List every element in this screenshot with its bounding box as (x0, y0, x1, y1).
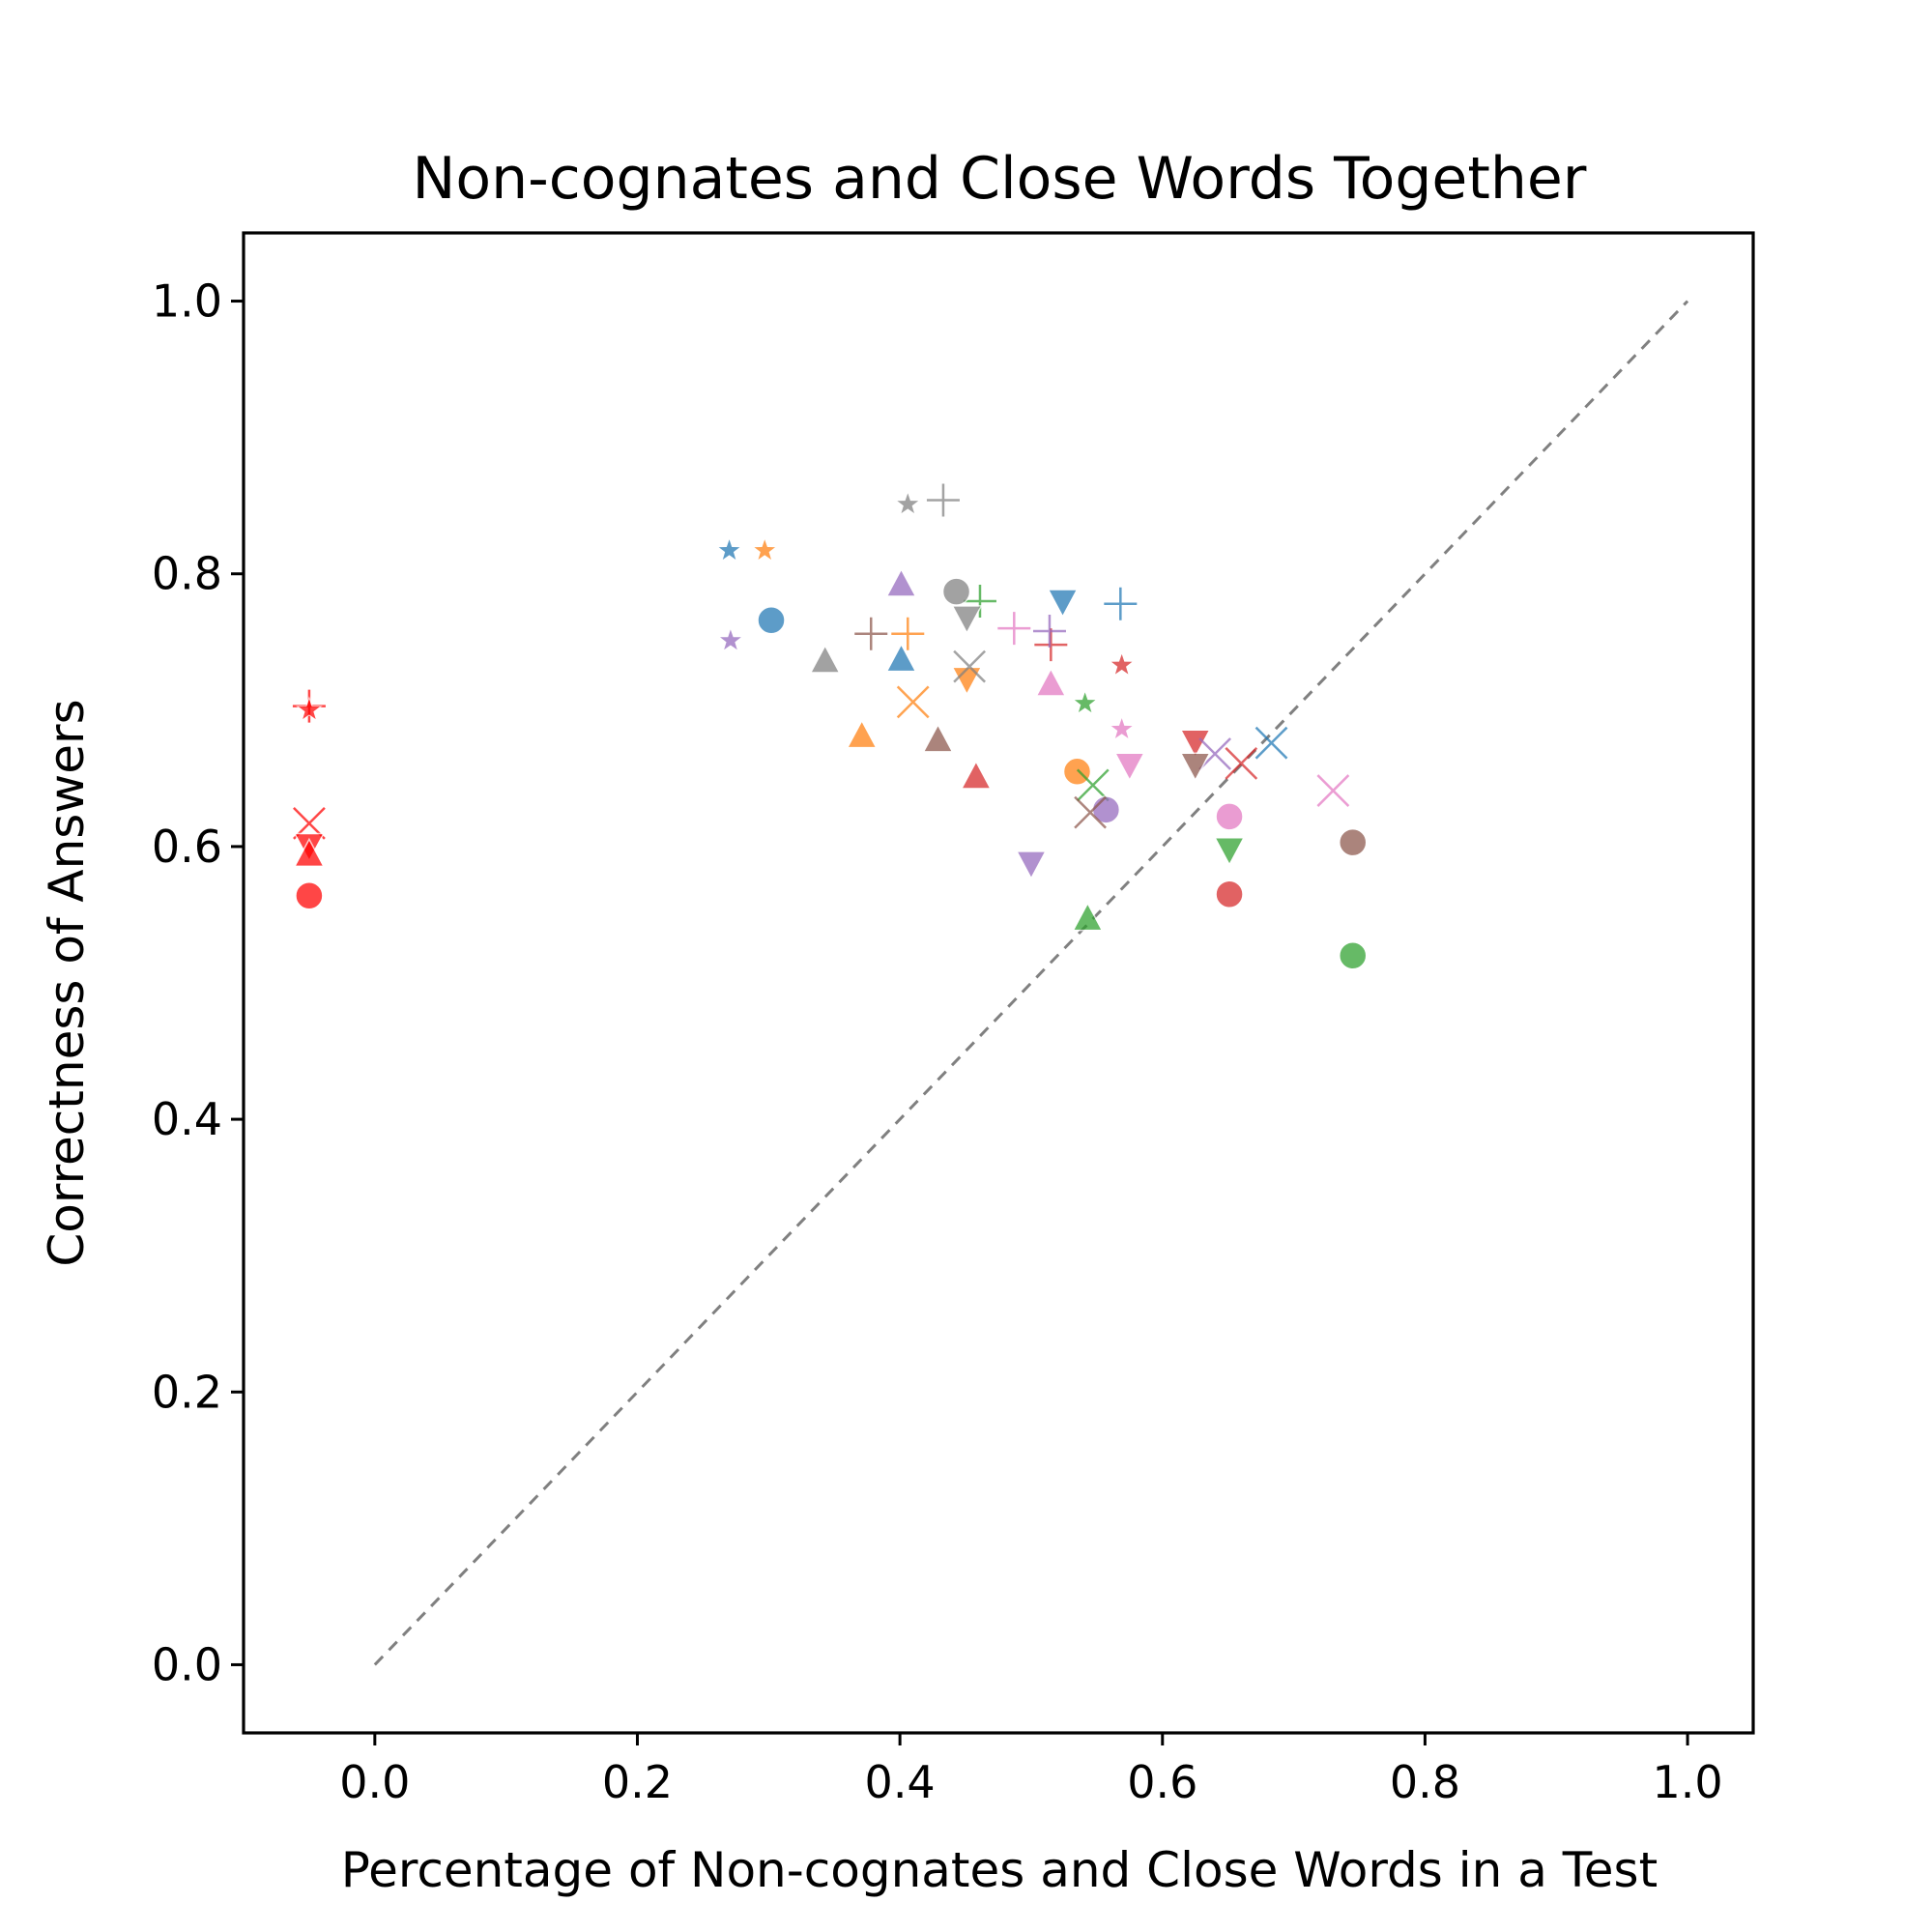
x-tick-label: 0.8 (1390, 1756, 1460, 1808)
data-points (292, 483, 1368, 970)
point-blue-triangle-down (1047, 589, 1079, 619)
point-orange-x (896, 685, 930, 719)
point-pink-plus (997, 612, 1031, 646)
point-brown-plus (854, 617, 888, 650)
y-tick-label: 0.0 (152, 1638, 222, 1690)
point-blue-x (1254, 726, 1288, 760)
y-tick-label: 0.8 (152, 548, 222, 600)
point-orange-circle (1062, 757, 1092, 787)
point-purple-triangle-down (1015, 851, 1048, 880)
x-axis-ticks: 0.0 0.2 0.4 0.6 0.8 1.0 (339, 1733, 1723, 1808)
point-gray-triangle-down (951, 605, 983, 635)
point-gray-x (953, 649, 987, 683)
point-brown-x (1074, 795, 1107, 829)
point-red-circle (1215, 879, 1244, 909)
point-purple-star (717, 626, 744, 652)
point-pink-triangle-up (1035, 667, 1067, 697)
point-pink-circle (1215, 802, 1244, 831)
point-green-x (1076, 768, 1110, 802)
y-axis-label: Correctness of Answers (39, 699, 95, 1266)
y-tick-label: 1.0 (152, 275, 222, 328)
point-blue-triangle-up (885, 643, 917, 673)
point-orange-plus (891, 617, 925, 650)
point-red-triangle-down (1179, 729, 1211, 759)
point-bright_red-star (296, 696, 323, 722)
point-purple-plus (1032, 614, 1066, 648)
y-tick-label: 0.2 (152, 1366, 222, 1418)
point-blue-plus (1104, 587, 1138, 620)
point-orange-triangle-up (846, 719, 878, 749)
x-tick-label: 0.6 (1127, 1756, 1197, 1808)
reference-line-layer (373, 300, 1689, 1666)
point-orange-star (751, 536, 779, 562)
point-brown-triangle-down (1179, 752, 1211, 782)
point-blue-circle (757, 605, 786, 635)
point-gray-circle (941, 577, 971, 606)
y-tick-label: 0.4 (152, 1093, 222, 1145)
plot-frame (242, 231, 1755, 1735)
point-red-triangle-up (960, 760, 993, 790)
x-tick-label: 0.4 (865, 1756, 936, 1808)
point-green-circle (1338, 941, 1368, 970)
point-red-plus (1034, 628, 1068, 662)
y-axis-ticks: 0.0 0.2 0.4 0.6 0.8 1.0 (152, 275, 244, 1690)
point-pink-triangle-down (1113, 752, 1146, 782)
point-red-star (1108, 650, 1136, 678)
x-tick-label: 1.0 (1653, 1756, 1723, 1808)
point-gray-star (894, 490, 922, 516)
x-tick-label: 0.2 (602, 1756, 673, 1808)
point-blue-star (715, 536, 743, 562)
point-green-triangle-up (1072, 902, 1104, 932)
point-brown-triangle-up (922, 723, 954, 753)
point-purple-triangle-up (885, 567, 917, 597)
point-green-triangle-down (1213, 836, 1246, 867)
reference-diagonal-line (373, 300, 1689, 1666)
chart-title: Non-cognates and Close Words Together (413, 145, 1587, 213)
point-gray-plus (926, 483, 960, 517)
point-brown-circle (1338, 827, 1368, 857)
point-green-star (1071, 689, 1099, 715)
x-tick-label: 0.0 (339, 1756, 410, 1808)
y-tick-label: 0.6 (152, 821, 222, 873)
point-green-plus (963, 584, 996, 618)
point-bright_red-triangle-up (293, 837, 326, 868)
point-orange-triangle-down (951, 666, 983, 696)
point-gray-triangle-up (809, 644, 841, 674)
point-bright_red-circle (295, 880, 324, 910)
point-pink-x (1316, 774, 1350, 807)
point-red-x (1225, 746, 1258, 780)
point-pink-star (1108, 715, 1136, 741)
x-axis-label: Percentage of Non-cognates and Close Wor… (341, 1842, 1658, 1898)
